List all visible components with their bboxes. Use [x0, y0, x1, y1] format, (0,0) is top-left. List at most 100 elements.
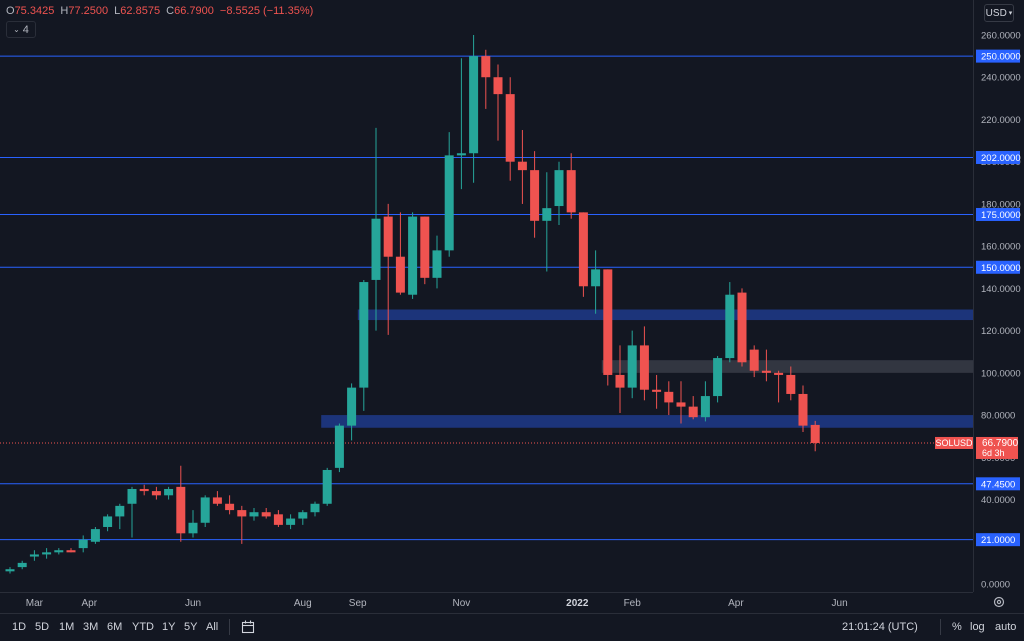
candle-body	[810, 424, 820, 443]
zone-box	[321, 415, 973, 428]
price-chart[interactable]: 0.000040.000060.000080.0000100.0000120.0…	[0, 0, 1024, 613]
chevron-down-icon: ▾	[1008, 10, 1013, 17]
y-tick-label: 100.0000	[981, 368, 1021, 379]
zone-box	[601, 360, 973, 373]
candle-body	[5, 569, 15, 572]
range-5d[interactable]: 5D	[35, 621, 50, 633]
candle-body	[725, 294, 735, 359]
candle-body	[395, 256, 405, 293]
candle-body	[66, 550, 76, 553]
zone-box	[357, 309, 973, 321]
countdown-label: 6d 3h	[982, 448, 1005, 458]
x-tick-label: Apr	[728, 598, 744, 609]
level-tag	[976, 150, 1020, 164]
candle-body	[615, 374, 625, 388]
candle-body	[713, 358, 723, 397]
candle-body	[164, 488, 174, 496]
candle-body	[176, 486, 186, 534]
chevron-down-icon: ⌄	[13, 25, 20, 34]
candle-body	[103, 516, 113, 527]
candle-body	[652, 389, 662, 392]
currency-label: USD	[985, 7, 1007, 19]
level-tag	[976, 49, 1020, 63]
divider	[229, 619, 230, 635]
calendar-range-icon[interactable]	[241, 620, 255, 634]
candle-body	[566, 170, 576, 213]
level-label: 47.4500	[981, 479, 1015, 490]
level-label: 175.0000	[981, 210, 1021, 221]
level-label: 150.0000	[981, 263, 1021, 274]
candle-body	[774, 372, 784, 375]
candle-body	[90, 529, 100, 542]
x-tick-label: Aug	[294, 598, 312, 609]
price-axis: 0.000040.000060.000080.0000100.0000120.0…	[981, 31, 1021, 591]
y-tick-label: 0.0000	[981, 580, 1010, 591]
x-tick-label: Mar	[26, 598, 44, 609]
change-value: −8.5525 (−11.35%)	[219, 5, 314, 17]
y-tick-label: 120.0000	[981, 326, 1021, 337]
zones-layer	[321, 309, 973, 428]
candle-body	[78, 539, 88, 549]
settings-gear-icon[interactable]	[993, 596, 1005, 608]
candle-body	[298, 512, 308, 519]
range-all[interactable]: All	[206, 621, 219, 633]
candle-body	[347, 387, 357, 426]
candle-body	[639, 345, 649, 390]
candle-body	[505, 94, 515, 162]
x-tick-label: Jun	[832, 598, 848, 609]
candle-body	[127, 488, 137, 504]
range-1y[interactable]: 1Y	[162, 621, 176, 633]
log-toggle[interactable]: log	[970, 621, 985, 633]
open-value: 75.3425	[14, 5, 55, 17]
candle-body	[261, 512, 271, 517]
candle-body	[481, 56, 491, 78]
range-5y[interactable]: 5Y	[184, 621, 198, 633]
candle-body	[444, 155, 454, 251]
candle-body	[212, 497, 222, 504]
x-tick-label: 2022	[566, 598, 589, 609]
low-value: 62.8575	[120, 5, 161, 17]
candle-body	[408, 216, 418, 295]
divider	[940, 619, 941, 635]
range-1m[interactable]: 1M	[59, 621, 75, 633]
level-tag	[976, 533, 1020, 547]
candle-body	[627, 345, 637, 388]
candle-body	[700, 396, 710, 418]
x-tick-label: Nov	[453, 598, 471, 609]
level-tag	[976, 260, 1020, 274]
candle-body	[322, 469, 332, 504]
y-tick-label: 260.0000	[981, 31, 1021, 42]
candle-body	[200, 497, 210, 523]
ohlc-legend: O75.3425 H77.2500 L62.8575 C66.7900 −8.5…	[6, 5, 314, 17]
level-tag	[976, 477, 1020, 491]
candle-body	[359, 282, 369, 388]
level-label: 21.0000	[981, 535, 1015, 546]
range-6m[interactable]: 6M	[107, 621, 123, 633]
percent-toggle[interactable]: %	[952, 621, 962, 633]
candle-body	[225, 503, 235, 511]
y-tick-label: 140.0000	[981, 284, 1021, 295]
range-1d[interactable]: 1D	[12, 621, 27, 633]
range-ytd[interactable]: YTD	[132, 621, 154, 633]
candle-body	[664, 391, 674, 403]
candle-body	[676, 402, 686, 407]
candle-body	[456, 153, 466, 156]
currency-selector[interactable]: USD ▾	[984, 4, 1014, 22]
level-label: 202.0000	[981, 153, 1021, 164]
candle-body	[17, 562, 27, 568]
level-labels: 250.0000 202.0000 175.0000 150.0000 47.4500 2…	[976, 49, 1021, 547]
x-tick-label: Jun	[185, 598, 201, 609]
auto-toggle[interactable]: auto	[995, 621, 1017, 633]
close-value: 66.7900	[174, 5, 214, 17]
candle-body	[54, 550, 64, 553]
range-3m[interactable]: 3M	[83, 621, 99, 633]
candle-body	[383, 216, 393, 257]
candle-body	[761, 370, 771, 373]
bottom-toolbar: 1D 5D 1M 3M 6M YTD 1Y 5Y All 21:01:24 (U…	[0, 613, 1024, 641]
candle-body	[786, 374, 796, 394]
symbol-tag: SOLUSD	[935, 438, 973, 448]
clock-time[interactable]: 21:01:24 (UTC)	[842, 621, 918, 633]
indicators-toggle[interactable]: ⌄ 4	[6, 21, 36, 38]
last-price-tag: SOLUSD 66.7900 6d 3h	[935, 436, 1019, 459]
candle-body	[188, 522, 198, 534]
